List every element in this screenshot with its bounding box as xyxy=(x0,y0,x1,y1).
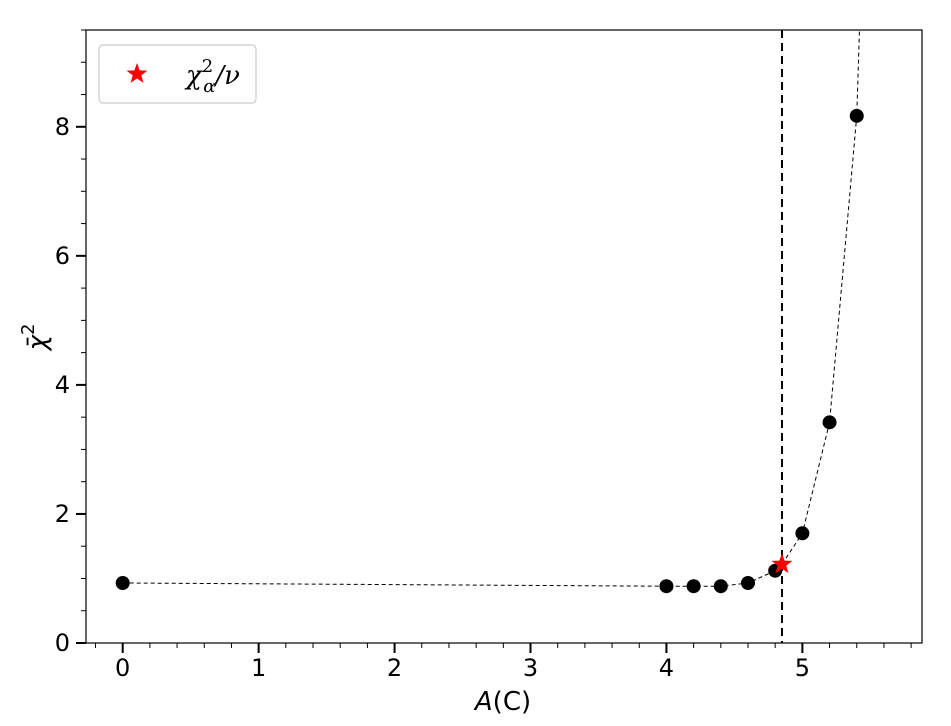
data-point xyxy=(741,575,756,590)
y-axis-label-sup: 2 xyxy=(18,324,39,335)
x-axis-label-unit: (C) xyxy=(493,687,531,717)
y-tick-label: 6 xyxy=(55,242,70,270)
legend-box xyxy=(98,44,257,104)
data-point xyxy=(713,579,728,594)
data-point xyxy=(849,108,864,123)
legend-label: χ2 α/ν xyxy=(184,56,240,97)
y-tick-label: 4 xyxy=(55,371,70,399)
x-axis-label-var: A xyxy=(473,687,493,717)
plot-frame xyxy=(85,29,923,644)
y-axis-label-base: χ xyxy=(23,333,53,352)
y-axis-label: χ̄2 xyxy=(18,324,53,353)
minor-ticks xyxy=(81,29,912,648)
series-connecting-line xyxy=(122,29,860,587)
x-tick-label: 5 xyxy=(795,654,810,682)
major-ticks xyxy=(76,125,804,653)
data-point xyxy=(686,579,701,594)
x-tick-label: 3 xyxy=(523,654,538,682)
svg-text:χ̄2: χ̄2 xyxy=(18,324,53,353)
legend-label-suffix: /ν xyxy=(212,61,240,91)
data-point xyxy=(115,575,130,590)
x-tick-labels: 0 1 2 3 4 5 xyxy=(115,654,810,682)
data-point xyxy=(659,579,674,594)
data-points xyxy=(115,108,864,594)
x-axis-label: A(C) xyxy=(473,687,531,717)
y-tick-labels: 0 2 4 6 8 xyxy=(55,113,70,657)
data-point xyxy=(795,526,810,541)
legend-label-sub: α xyxy=(203,76,215,97)
x-tick-label: 2 xyxy=(387,654,402,682)
legend-label-sup: 2 xyxy=(202,56,213,77)
x-tick-label: 1 xyxy=(251,654,266,682)
y-tick-label: 0 xyxy=(55,629,70,657)
minimum-star-marker xyxy=(771,553,793,574)
data-point xyxy=(822,415,837,430)
y-tick-label: 8 xyxy=(55,113,70,141)
legend: χ2 α/ν xyxy=(98,44,257,104)
legend-label-base: χ xyxy=(184,61,204,91)
legend-star-icon xyxy=(126,63,148,83)
x-tick-label: 4 xyxy=(659,654,674,682)
y-tick-label: 2 xyxy=(55,500,70,528)
x-tick-label: 0 xyxy=(115,654,130,682)
